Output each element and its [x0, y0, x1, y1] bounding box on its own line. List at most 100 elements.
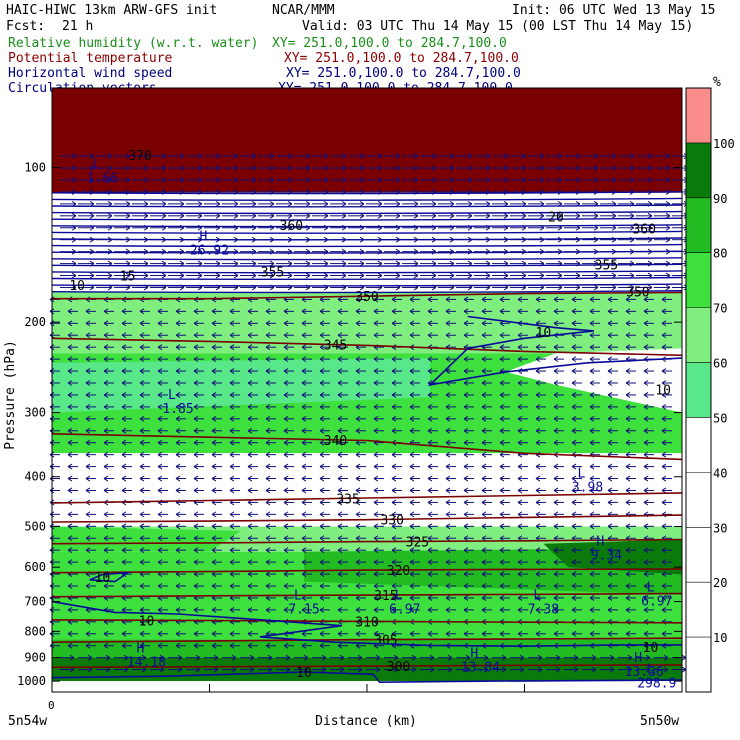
- theta-contour-line: [51, 514, 683, 523]
- wind-vector-head: [409, 427, 415, 434]
- field-theta-xy: XY= 251.0,100.0 to 284.7,100.0: [284, 51, 519, 66]
- wind-vector-head: [517, 332, 523, 339]
- wind-vector-head: [643, 583, 649, 589]
- wind-vector-head: [301, 630, 307, 637]
- wind-vector-head: [589, 547, 595, 554]
- wind-vector-head: [607, 380, 613, 386]
- colorbar-tick-label: 80: [713, 247, 727, 261]
- wind-vector-head: [283, 308, 289, 315]
- wind-vector-head: [409, 296, 415, 303]
- wind-vector-head: [211, 308, 217, 315]
- extremum-marker: L: [647, 662, 655, 677]
- wind-vector-head: [157, 535, 163, 542]
- wind-vector-head: [535, 487, 541, 494]
- wind-vector-head: [643, 415, 649, 422]
- wind-vector-head: [301, 403, 307, 410]
- wind-vector-head: [481, 547, 487, 554]
- wind-contour-line: [51, 224, 683, 228]
- wind-vector-head: [103, 630, 109, 637]
- wind-vector-head: [373, 320, 379, 327]
- wind-vector-head: [211, 403, 217, 410]
- theta-contour-line: [51, 492, 683, 504]
- wind-vector-head: [647, 177, 653, 183]
- wind-vector-head: [139, 415, 145, 422]
- wind-vector-head: [517, 427, 523, 434]
- wind-vector-head: [607, 308, 613, 315]
- wind-vector-head: [103, 392, 109, 398]
- wind-vector-head: [573, 666, 579, 673]
- wind-vector-head: [643, 368, 649, 374]
- wind-vector-head: [373, 463, 379, 470]
- wind-vector-head: [499, 427, 505, 434]
- wind-vector-head: [229, 487, 235, 494]
- wind-vector-head: [121, 439, 127, 446]
- wind-vector-head: [535, 344, 541, 351]
- wind-vector-head: [157, 439, 163, 446]
- wind-vector-head: [481, 499, 487, 506]
- wind-vector-head: [121, 344, 127, 351]
- wind-vector-head: [357, 654, 363, 661]
- wind-vector-head: [121, 368, 127, 374]
- wind-vector-head: [645, 666, 651, 673]
- wind-vector-head: [661, 630, 667, 637]
- wind-vector-head: [267, 666, 273, 673]
- wind-vector-head: [427, 606, 433, 613]
- wind-vector-head: [517, 463, 523, 470]
- wind-vector-head: [553, 630, 559, 637]
- wind-vector-head: [193, 308, 199, 315]
- wind-vector-head: [395, 153, 401, 160]
- wind-vector-head: [195, 654, 201, 661]
- wind-vector-head: [589, 523, 595, 530]
- wind-vector-head: [121, 308, 127, 315]
- extrema-labels: L1.85L3.98H9.34L7.15L6.97L7.38L6.97H14.1…: [87, 157, 677, 691]
- wind-vector-head: [391, 547, 397, 554]
- wind-vector-head: [337, 380, 343, 386]
- wind-vector-head: [337, 559, 343, 566]
- wind-vector-head: [269, 153, 275, 160]
- wind-vector-head: [485, 212, 491, 219]
- wind-vector-head: [427, 356, 433, 363]
- wind-vector-head: [337, 511, 343, 518]
- wind-vector-head: [391, 475, 397, 482]
- wind-vector-head: [427, 368, 433, 374]
- rh-band: [52, 595, 682, 640]
- wind-vector-head: [463, 392, 469, 398]
- wind-vector-head: [607, 296, 613, 303]
- wind-vector-head: [625, 403, 631, 410]
- wind-vector-head: [249, 666, 255, 673]
- wind-vector-head: [427, 523, 433, 530]
- wind-vector-head: [661, 332, 667, 339]
- wind-vector-head: [179, 153, 185, 160]
- wind-vector-head: [447, 666, 453, 673]
- wind-vector-head: [625, 571, 631, 577]
- wind-vector-head: [409, 535, 415, 542]
- wind-vector-head: [481, 595, 487, 601]
- wind-vector-head: [589, 380, 595, 386]
- wind-vector-head: [179, 272, 185, 279]
- wind-vector-head: [391, 606, 397, 613]
- wind-vector-head: [481, 296, 487, 303]
- wind-vector-head: [67, 356, 73, 363]
- wind-vector-head: [391, 296, 397, 303]
- wind-vector-head: [229, 535, 235, 542]
- wind-vector-head: [643, 595, 649, 601]
- wind-vector-head: [557, 212, 563, 219]
- wind-vector-head: [427, 332, 433, 339]
- wind-vector-head: [67, 415, 73, 422]
- wind-vector-head: [535, 427, 541, 434]
- wind-vector-head: [283, 571, 289, 577]
- wind-vector-head: [283, 403, 289, 410]
- wind-vector-head: [125, 165, 131, 171]
- x-end-label: 5n50w: [640, 714, 679, 729]
- wind-vector-head: [139, 380, 145, 386]
- wind-vector-head: [103, 368, 109, 374]
- wind-vector-head: [463, 439, 469, 446]
- wind-vector-head: [193, 463, 199, 470]
- wind-vector-head: [463, 547, 469, 554]
- wind-vector-head: [247, 451, 253, 458]
- wind-vector-head: [535, 523, 541, 530]
- wind-vector-head: [121, 380, 127, 386]
- wind-vector-head: [359, 153, 365, 160]
- wind-vector-head: [67, 630, 73, 637]
- wind-vector-head: [589, 392, 595, 398]
